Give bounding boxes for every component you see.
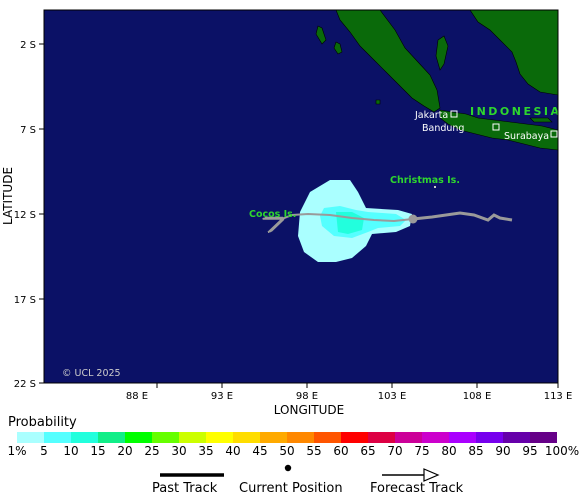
y-axis: 2 S 7 S 12 S 17 S 22 S LATITUDE [1, 40, 44, 390]
madura-island [529, 117, 553, 123]
ocean-area [44, 10, 558, 383]
label-jakarta: Jakarta [414, 110, 448, 121]
legend-tick-label: 100% [544, 444, 580, 458]
legend-color-cell [71, 432, 98, 443]
current-position-key-dot [284, 464, 292, 472]
legend-color-cell [206, 432, 233, 443]
label-indonesia: INDONESIA [470, 105, 562, 118]
label-christmas-island: Christmas Is. [390, 175, 460, 186]
legend-color-cell [314, 432, 341, 443]
bandung-marker [492, 123, 500, 131]
y-tick-label: 12 S [14, 210, 36, 221]
x-tick-label: 88 E [126, 391, 148, 402]
legend-tick-label: 25 [144, 444, 160, 458]
legend-color-cell [449, 432, 476, 443]
y-tick-label: 17 S [14, 295, 36, 306]
legend-tick-label: 80 [441, 444, 457, 458]
legend-tick-label: 20 [117, 444, 133, 458]
legend-color-cell [98, 432, 125, 443]
legend-color-cell [179, 432, 206, 443]
y-tick-label: 7 S [20, 125, 36, 136]
legend-color-cell [287, 432, 314, 443]
legend-tick-label: 95 [522, 444, 538, 458]
legend-tick-label: 1% [7, 444, 27, 458]
x-tick-label: 98 E [296, 391, 318, 402]
legend-tick-label: 10 [63, 444, 79, 458]
legend-tick-label: 35 [198, 444, 214, 458]
legend-color-cell [503, 432, 530, 443]
small-island-west [333, 41, 343, 55]
legend-tick-label: 50 [279, 444, 295, 458]
bangka-island [435, 35, 449, 71]
legend-tick-label: 45 [252, 444, 268, 458]
surabaya-marker [550, 130, 558, 138]
y-tick-label: 22 S [14, 379, 36, 390]
track-key: Past Track Current Position Forecast Tra… [0, 462, 580, 502]
probability-labels: 1% 5 10 15 20 25 30 35 40 45 50 55 60 65 70 75 80 85 90 95 1… [0, 444, 580, 460]
legend-color-cell [44, 432, 71, 443]
track-probability-map: INDONESIA Jakarta Bandung Surabaya Chris… [1, 9, 572, 415]
past-track-label: Past Track [152, 481, 218, 496]
legend-tick-label: 75 [414, 444, 430, 458]
legend-tick-label: 70 [387, 444, 403, 458]
forecast-arrow-icon [423, 468, 440, 482]
forecast-track-line [282, 212, 414, 221]
legend-color-cell [476, 432, 503, 443]
legend-title: Probability [8, 415, 77, 430]
x-tick-label: 103 E [378, 391, 407, 402]
legend-color-cell [152, 432, 179, 443]
legend-color-cell [125, 432, 152, 443]
legend-tick-label: 85 [468, 444, 484, 458]
legend-color-cell [368, 432, 395, 443]
x-tick-label: 113 E [544, 391, 573, 402]
enggano-island [375, 99, 381, 105]
borneo-landmass [469, 10, 558, 96]
legend-tick-label: 15 [90, 444, 106, 458]
current-position-label: Current Position [239, 481, 343, 496]
forecast-track-label: Forecast Track [370, 481, 464, 496]
christmas-island-marker [434, 186, 436, 188]
past-track-line [412, 211, 513, 222]
x-tick-label: 93 E [211, 391, 233, 402]
sumatra-landmass [335, 10, 441, 113]
legend-tick-label: 40 [225, 444, 241, 458]
legend-tick-label: 30 [171, 444, 187, 458]
x-tick-label: 108 E [463, 391, 492, 402]
x-axis-title: LONGITUDE [274, 403, 344, 415]
x-axis: 88 E 93 E 98 E 103 E 108 E 113 E LONGITU… [126, 383, 572, 415]
probability-color-bar [17, 432, 557, 443]
legend-tick-label: 65 [360, 444, 376, 458]
label-surabaya: Surabaya [504, 131, 549, 142]
legend-tick-label: 90 [495, 444, 511, 458]
legend-tick-label: 60 [333, 444, 349, 458]
legend-tick-label: 5 [40, 444, 48, 458]
label-bandung: Bandung [422, 123, 464, 134]
jakarta-marker [450, 110, 458, 118]
legend-color-cell [395, 432, 422, 443]
legend-color-cell [17, 432, 44, 443]
legend-color-cell [422, 432, 449, 443]
y-tick-label: 2 S [20, 40, 36, 51]
siberut-island [315, 25, 327, 45]
plot-frame [43, 9, 559, 384]
y-axis-title: LATITUDE [1, 167, 15, 225]
label-cocos-island: Cocos Is. [249, 209, 296, 220]
watermark: © UCL 2025 [62, 368, 121, 379]
legend-tick-label: 55 [306, 444, 322, 458]
legend-color-cell [530, 432, 557, 443]
legend-color-cell [341, 432, 368, 443]
legend-color-cell [233, 432, 260, 443]
legend-color-cell [260, 432, 287, 443]
current-position-marker [408, 214, 418, 224]
